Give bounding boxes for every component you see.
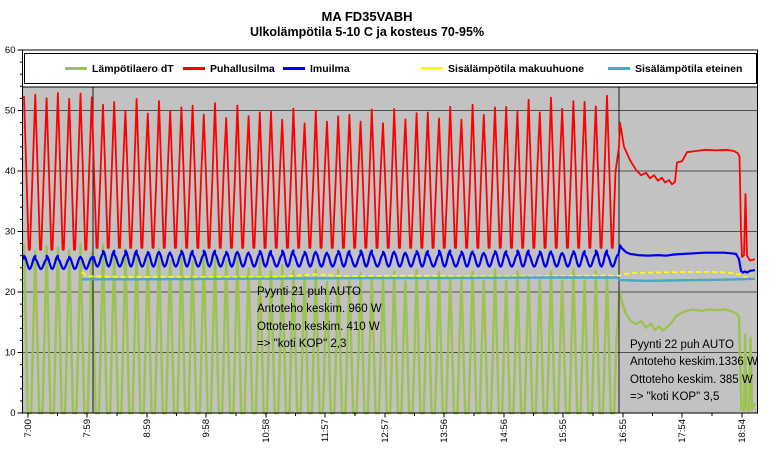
series-lines xyxy=(22,87,757,415)
svg-text:7:00: 7:00 xyxy=(23,419,34,438)
legend-label: Lämpötilaero dT xyxy=(92,62,174,75)
annotation-pyynti-22: Pyynti 22 puh AUTO Antoteho keskim.1336 … xyxy=(630,337,758,407)
svg-text:9:58: 9:58 xyxy=(201,419,212,438)
svg-text:7:59: 7:59 xyxy=(82,419,93,438)
svg-text:20: 20 xyxy=(5,287,16,298)
svg-text:12:57: 12:57 xyxy=(380,419,391,443)
annotation-line: Ottoteho keskim. 410 W xyxy=(257,320,380,333)
legend-item-puhallusilma: Puhallusilma xyxy=(183,63,275,75)
legend-swatch-sisalampotila-eteinen xyxy=(608,67,630,70)
svg-text:8:59: 8:59 xyxy=(142,419,153,438)
annotation-pyynti-21: Pyynti 21 puh AUTO Antoteho keskim. 960 … xyxy=(257,284,382,354)
legend-item-sisalampotila-makuuhuone: Sisälämpötila makuuhuone xyxy=(421,63,584,75)
svg-text:40: 40 xyxy=(5,166,16,177)
svg-text:0: 0 xyxy=(10,408,15,419)
legend-swatch-lampotilaero-dt xyxy=(65,67,87,70)
annotation-line: Ottoteho keskim. 385 W xyxy=(630,373,753,386)
svg-text:17:54: 17:54 xyxy=(677,419,688,443)
svg-text:10: 10 xyxy=(5,348,16,359)
legend-item-sisalampotila-eteinen: Sisälämpötila eteinen xyxy=(608,63,742,75)
svg-text:10:58: 10:58 xyxy=(261,419,272,443)
chart-legend: Lämpötilaero dT Puhallusilma Imuilma Sisälä… xyxy=(24,53,757,84)
annotation-line: Antoteho keskim.1336 W xyxy=(630,356,758,369)
series-sisalampotila-makuuhuone xyxy=(81,271,756,279)
legend-swatch-imuilma xyxy=(283,67,305,70)
series-puhallusilma xyxy=(23,92,756,262)
axis-labels: 0 10 20 30 40 50 60 7:00 7:59 8:59 9:58 10:58 11:57 1… xyxy=(5,45,748,443)
svg-text:13:56: 13:56 xyxy=(439,419,450,443)
svg-text:50: 50 xyxy=(5,106,16,117)
annotation-line: => "koti KOP" 2,3 xyxy=(257,338,347,351)
svg-text:16:55: 16:55 xyxy=(618,419,629,443)
legend-item-lampotilaero-dt: Lämpötilaero dT xyxy=(65,63,174,75)
annotation-line: => "koti KOP" 3,5 xyxy=(630,391,720,404)
legend-label: Puhallusilma xyxy=(210,62,275,75)
annotation-line: Antoteho keskim. 960 W xyxy=(257,303,382,316)
legend-label: Imuilma xyxy=(310,62,350,75)
svg-text:11:57: 11:57 xyxy=(320,419,331,442)
legend-swatch-puhallusilma xyxy=(183,67,205,70)
legend-label: Sisälämpötila eteinen xyxy=(635,62,743,75)
legend-swatch-sisalampotila-makuuhuone xyxy=(421,67,443,70)
svg-text:14:56: 14:56 xyxy=(499,419,510,443)
annotation-line: Pyynti 21 puh AUTO xyxy=(257,286,361,298)
axis-ticks xyxy=(17,49,743,418)
svg-text:15:55: 15:55 xyxy=(558,419,569,443)
chart-title: MA FD35VABH xyxy=(321,9,413,24)
series-sisalampotila-eteinen xyxy=(82,276,756,282)
chart-subtitle: Ulkolämpötila 5-10 C ja kosteus 70-95% xyxy=(249,25,485,39)
svg-text:60: 60 xyxy=(5,45,16,56)
legend-label: Sisälämpötila makuuhuone xyxy=(448,62,584,75)
svg-text:30: 30 xyxy=(5,227,16,238)
series-imuilma xyxy=(22,244,756,274)
legend-item-imuilma: Imuilma xyxy=(283,63,350,75)
svg-text:18:54: 18:54 xyxy=(737,419,748,443)
annotation-line: Pyynti 22 puh AUTO xyxy=(630,339,734,351)
